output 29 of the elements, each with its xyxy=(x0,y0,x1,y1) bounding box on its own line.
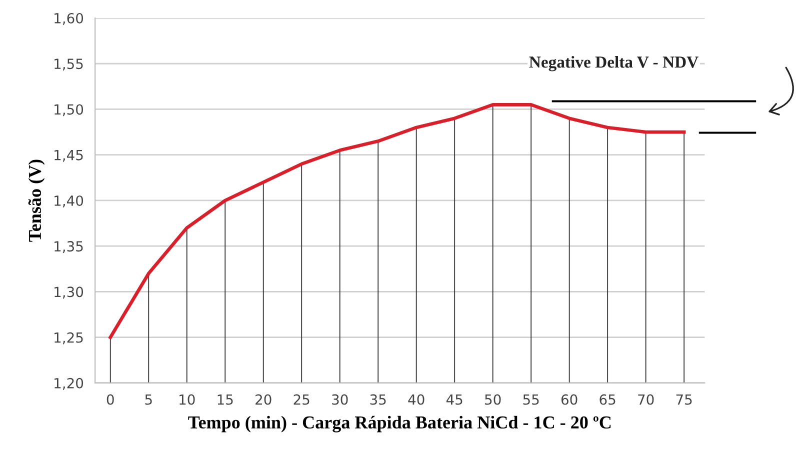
y-tick-label: 1,60 xyxy=(54,12,84,25)
y-tick-label: 1,20 xyxy=(54,378,84,390)
x-tick-label: 35 xyxy=(370,394,386,405)
x-tick-label: 25 xyxy=(294,394,310,405)
line-series xyxy=(108,103,686,339)
y-tick-label: 1,35 xyxy=(54,241,83,253)
x-tick-label: 75 xyxy=(676,394,692,405)
x-tick-label: 45 xyxy=(446,394,462,405)
x-tick-label: 5 xyxy=(145,394,152,405)
annotation: Negative Delta V - NDV xyxy=(529,56,698,72)
x-tick-label: 10 xyxy=(180,394,195,405)
x-tick-label: 30 xyxy=(332,394,348,405)
y-tick-label: 1,30 xyxy=(54,286,84,299)
y-tick-label: 1,55 xyxy=(54,58,83,71)
y-tick-label: 1,25 xyxy=(54,332,83,344)
x-tick-label: 15 xyxy=(218,394,233,405)
x-axis-title: Tempo (min) - Carga Rápida Bateria NiCd - 1C - 20 ºC xyxy=(188,416,611,432)
x-tick-label: 40 xyxy=(408,394,424,405)
x-tick-label: 65 xyxy=(600,394,616,405)
y-tick-label: 1,45 xyxy=(54,150,83,162)
y-axis-title: Tensão (V) xyxy=(28,160,45,242)
x-tick-label: 55 xyxy=(523,394,539,405)
x-tick-label: 20 xyxy=(256,394,272,405)
x-tick-label: 60 xyxy=(561,394,578,405)
y-tick-label: 1,40 xyxy=(54,195,84,208)
x-tick-label: 50 xyxy=(485,394,501,405)
x-tick-label: 70 xyxy=(638,394,654,405)
x-tick-label: 0 xyxy=(106,394,114,405)
y-tick-label: 1,50 xyxy=(54,104,84,116)
